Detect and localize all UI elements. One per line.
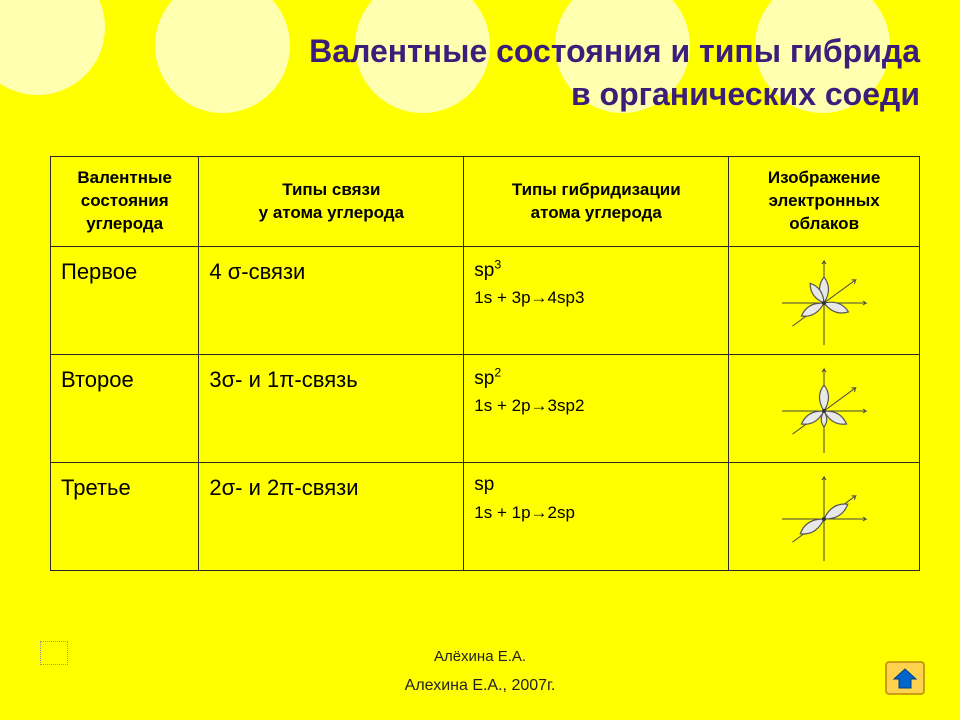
- header-bond-types-l2: у атома углерода: [259, 203, 404, 222]
- cell-state: Первое: [51, 247, 199, 355]
- footer-author-1: Алёхина Е.А.: [0, 648, 960, 665]
- cell-hybridization: sp21s + 2p→3sp2: [464, 355, 729, 463]
- cell-state: Третье: [51, 463, 199, 571]
- cell-bonds: 4 σ-связи: [199, 247, 464, 355]
- cell-hybridization: sp1s + 1p→2sp: [464, 463, 729, 571]
- cell-hybridization: sp31s + 3p→4sp3: [464, 247, 729, 355]
- header-bond-types-l1: Типы связи: [282, 180, 380, 199]
- nav-home-button[interactable]: [885, 661, 925, 695]
- table-row: Первое4 σ-связиsp31s + 3p→4sp3: [51, 247, 920, 355]
- cell-orbital-image: [729, 247, 920, 355]
- slide-title: Валентные состояния и типы гибрида в орг…: [50, 30, 920, 116]
- header-valence-state: Валентные состояния углерода: [51, 157, 199, 247]
- cell-bonds: 2σ- и 2π-связи: [199, 463, 464, 571]
- title-line-1: Валентные состояния и типы гибрида: [309, 33, 920, 69]
- cell-bonds: 3σ- и 1π-связь: [199, 355, 464, 463]
- title-line-2: в органических соеди: [571, 76, 920, 112]
- hybridization-table: Валентные состояния углерода Типы связи …: [50, 156, 920, 571]
- header-orbital-image: Изображение электронных облаков: [729, 157, 920, 247]
- table-header-row: Валентные состояния углерода Типы связи …: [51, 157, 920, 247]
- cell-state: Второе: [51, 355, 199, 463]
- cell-orbital-image: [729, 355, 920, 463]
- slide: Валентные состояния и типы гибрида в орг…: [0, 0, 960, 720]
- footer-author-2: Алехина Е.А., 2007г.: [0, 677, 960, 695]
- header-bond-types: Типы связи у атома углерода: [199, 157, 464, 247]
- header-hybridization: Типы гибридизации атома углерода: [464, 157, 729, 247]
- placeholder-icon: [40, 641, 68, 665]
- cell-orbital-image: [729, 463, 920, 571]
- header-hyb-l2: атома углерода: [531, 203, 662, 222]
- table-row: Второе3σ- и 1π-связьsp21s + 2p→3sp2: [51, 355, 920, 463]
- table-row: Третье2σ- и 2π-связиsp1s + 1p→2sp: [51, 463, 920, 571]
- header-hyb-l1: Типы гибридизации: [512, 180, 681, 199]
